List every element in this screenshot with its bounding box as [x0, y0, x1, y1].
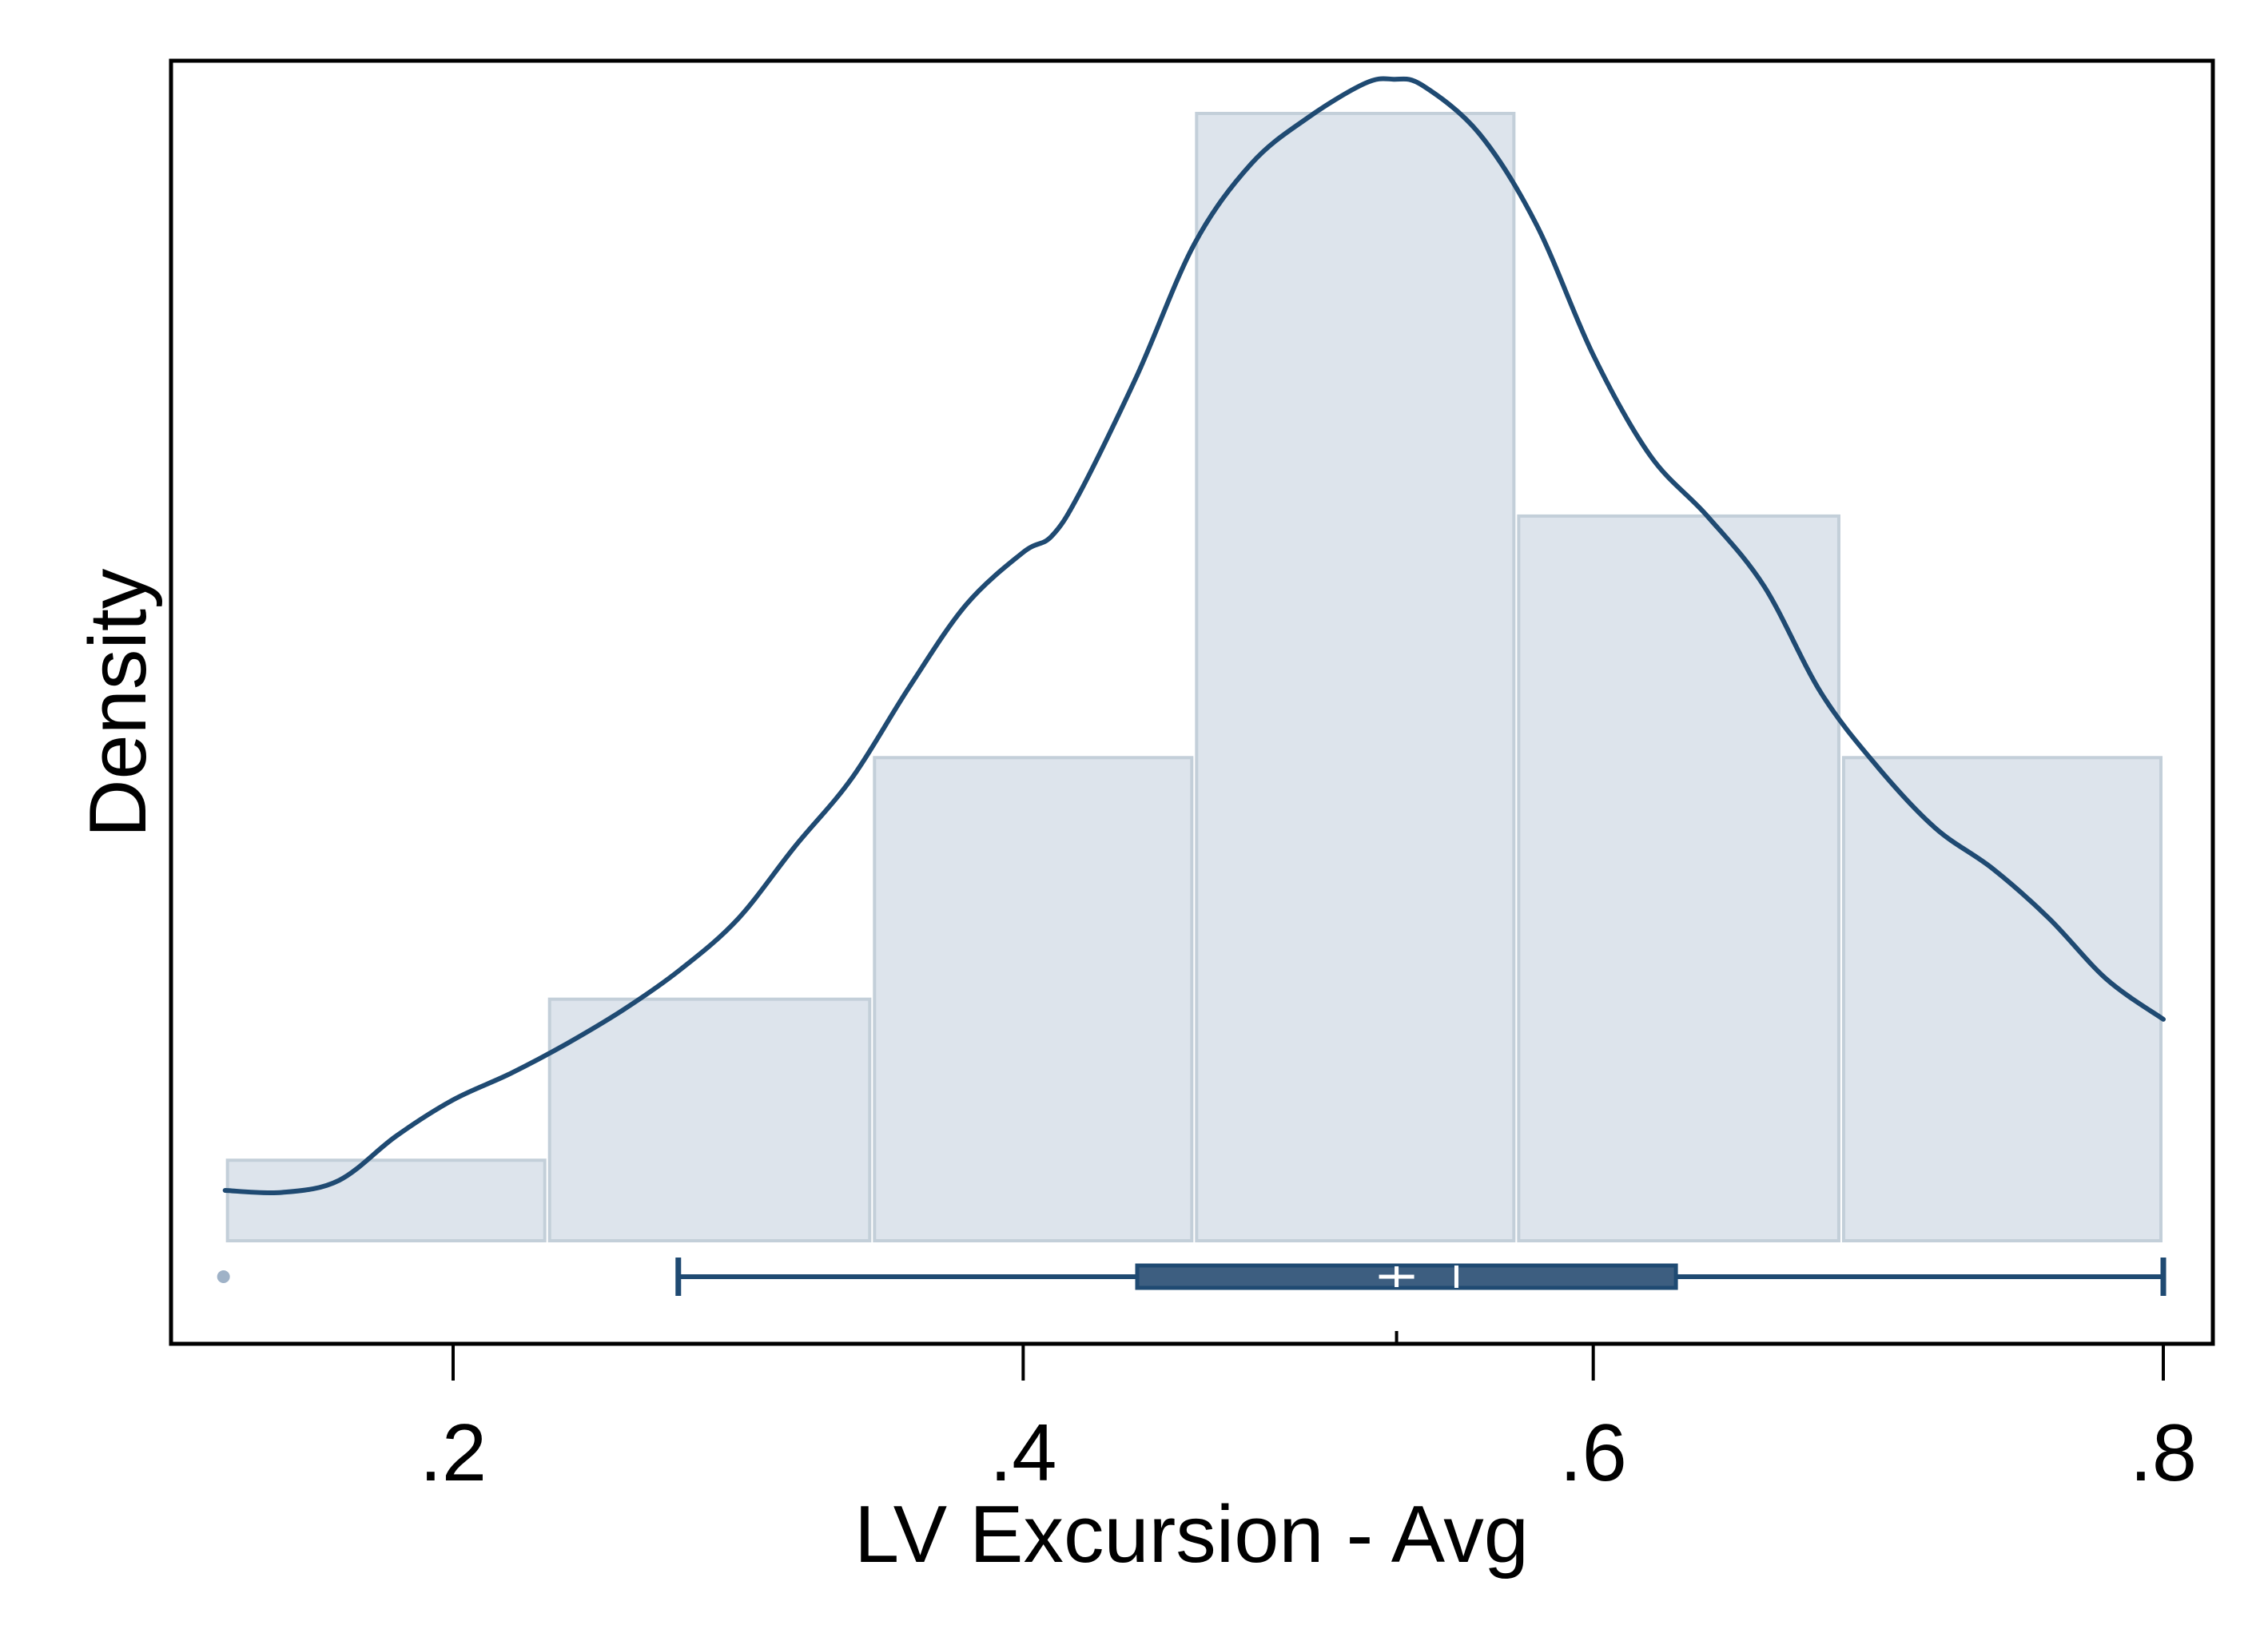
x-tick-label: .2 [420, 1409, 487, 1498]
histogram-bars [225, 112, 2163, 1242]
histogram-bar [1517, 514, 1840, 1242]
histogram-bar [873, 756, 1194, 1242]
x-axis-title: LV Excursion - Avg [854, 1490, 1529, 1579]
histogram-bar [1195, 112, 1516, 1242]
x-tick-label: .4 [989, 1409, 1056, 1498]
histogram-bar [225, 1158, 547, 1242]
histogram-bar [1841, 756, 2163, 1242]
x-tick-label: .8 [2130, 1409, 2197, 1498]
boxplot [217, 1258, 2167, 1344]
outlier-point [217, 1270, 230, 1283]
density-curve [222, 76, 2166, 1196]
histogram-bar [547, 997, 872, 1242]
x-tick-label: .6 [1560, 1409, 1627, 1498]
plot-frame [169, 58, 2215, 1346]
x-axis: .2 .4 .6 .8 [420, 1344, 2197, 1498]
density-curve-group [222, 76, 2166, 1196]
y-axis-title: Density [74, 568, 163, 837]
